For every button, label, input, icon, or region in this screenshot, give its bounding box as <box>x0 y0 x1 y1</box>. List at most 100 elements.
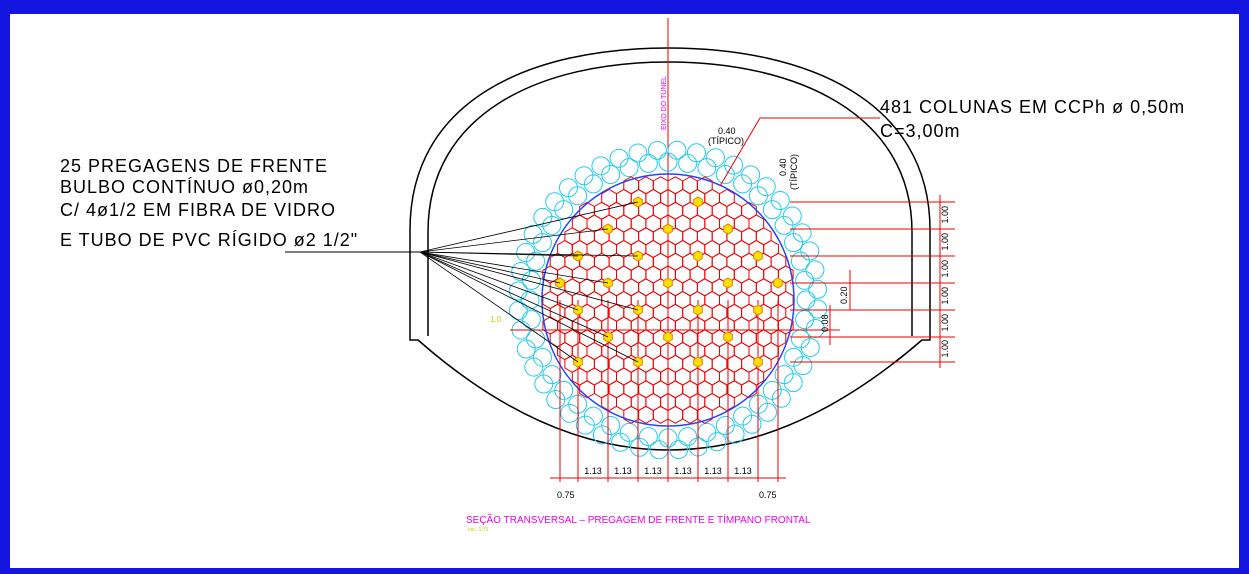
dim-label: (TÍPICO) <box>789 154 799 190</box>
dim-label: 0.75 <box>557 490 575 500</box>
nail <box>693 250 703 262</box>
ring-column <box>523 224 543 244</box>
nail <box>753 250 763 262</box>
ring-column <box>558 178 578 198</box>
caption: SEÇÃO TRANSVERSAL – PREGAGEM DE FRENTE E… <box>466 513 811 526</box>
ring-column <box>741 165 761 185</box>
leader <box>419 201 639 253</box>
ring-column <box>667 140 687 160</box>
ring-column <box>638 153 658 173</box>
nail <box>773 277 783 289</box>
nail <box>693 304 703 316</box>
column <box>696 405 713 424</box>
ring-column <box>669 440 689 460</box>
ring-column <box>630 437 650 457</box>
leader <box>419 251 639 363</box>
ring-column <box>796 290 816 310</box>
ring-column <box>808 279 828 299</box>
ring-column <box>686 143 706 163</box>
dim-label: 0.75 <box>759 490 777 500</box>
column <box>652 405 669 424</box>
ring-column <box>521 310 541 330</box>
column-ring <box>508 140 828 460</box>
dim-label: 1.13 <box>644 466 662 476</box>
ring-column <box>756 177 776 197</box>
caption-scale: esc. 1/75 <box>468 527 489 533</box>
dim-label: 1.13 <box>584 466 602 476</box>
ring-column <box>591 156 611 176</box>
ring-column <box>638 427 658 447</box>
ring-column <box>725 424 745 444</box>
ring-column <box>678 153 698 173</box>
nail <box>663 331 673 343</box>
ring-column <box>724 155 744 175</box>
ring-column <box>707 432 727 452</box>
ring-column <box>546 390 566 410</box>
ring-column <box>793 356 813 376</box>
note: 481 COLUNAS EM CCPh ø 0,50m <box>880 97 1185 117</box>
dim-label: 1.00 <box>940 314 950 332</box>
nail <box>663 277 673 289</box>
ring-column <box>792 223 812 243</box>
dim-label: 0.20 <box>839 286 849 304</box>
ring-column <box>782 206 802 226</box>
ring-column <box>560 403 580 423</box>
leader <box>419 251 561 284</box>
nail <box>723 223 733 235</box>
leader <box>419 251 609 338</box>
ring-column <box>808 299 828 319</box>
dim-label: 1.0 <box>490 315 502 324</box>
dimension-lines <box>510 195 955 482</box>
note: E TUBO DE PVC RÍGIDO ø2 1/2" <box>60 230 358 250</box>
dim-label: 1.13 <box>614 466 632 476</box>
dim-label: 1.00 <box>940 206 950 224</box>
note: 25 PREGAGENS DE FRENTE <box>60 156 328 176</box>
leaders <box>285 117 880 363</box>
ring-column <box>628 143 648 163</box>
leader <box>419 251 639 311</box>
ring-column <box>800 337 820 357</box>
column <box>719 392 735 412</box>
dim-label: 1.00 <box>940 340 950 358</box>
nail <box>663 223 673 235</box>
dim-label: 1.00 <box>940 233 950 251</box>
drawing: 481 COLUNAS EM CCPh ø 0,50m C=3,00m 25 P… <box>10 14 1239 568</box>
nails <box>555 196 783 368</box>
dim-label: 0.40 <box>778 158 788 176</box>
nail <box>723 331 733 343</box>
ring-column <box>795 310 815 330</box>
ring-column <box>705 148 725 168</box>
ring-column <box>508 301 528 321</box>
axis-label: EIXO DO TÚNEL <box>659 76 668 130</box>
ring-column <box>611 432 631 452</box>
ring-column <box>545 192 565 212</box>
dim-label: 1.00 <box>940 287 950 305</box>
ring-column <box>511 262 531 282</box>
ring-column <box>524 357 544 377</box>
leader <box>419 251 609 284</box>
ring-column <box>574 166 594 186</box>
ring-column <box>575 415 595 435</box>
dim-label: 0.40 <box>718 126 736 136</box>
nail <box>753 304 763 316</box>
ring-column <box>647 140 667 160</box>
ring-column <box>533 207 553 227</box>
ring-column <box>609 148 629 168</box>
note: C/ 4ø1/2 EM FIBRA DE VIDRO <box>60 200 336 220</box>
column <box>741 380 757 399</box>
column <box>667 405 684 424</box>
dim-label: 0.08 <box>820 314 830 332</box>
ring-column <box>800 241 820 261</box>
ring-column <box>805 260 825 280</box>
leader <box>419 251 639 257</box>
leader <box>419 228 609 253</box>
ring-column <box>678 427 698 447</box>
ring-column <box>758 402 778 422</box>
ring-column <box>534 374 554 394</box>
dim-label: 1.00 <box>940 260 950 278</box>
column <box>638 405 654 424</box>
note: C=3,00m <box>880 121 961 141</box>
dim-label: 1.13 <box>674 466 692 476</box>
nail <box>723 277 733 289</box>
ring-column <box>783 373 803 393</box>
